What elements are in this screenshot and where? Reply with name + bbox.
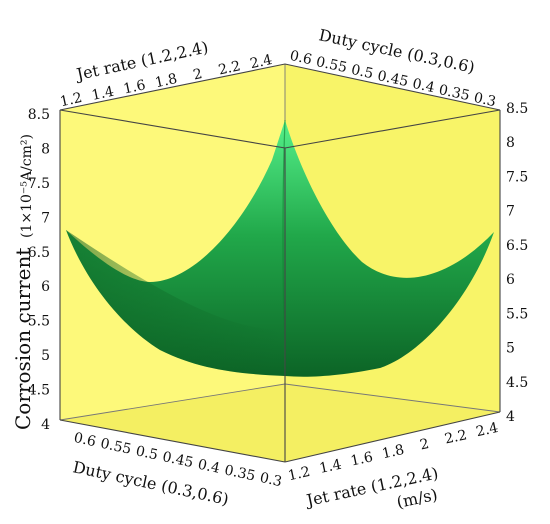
y-tick-top: 0.6 <box>288 48 313 68</box>
z-axis-title: Corrosion current <box>11 248 35 430</box>
x-tick-bottom: 1.4 <box>318 457 343 477</box>
z-tick-left: 8.5 <box>28 107 50 123</box>
y-tick-bottom: 0.55 <box>99 436 133 458</box>
z-tick-left: 8 <box>41 141 50 157</box>
z-tick-left: 5.5 <box>28 314 50 330</box>
x-tick-bottom: 1.8 <box>381 442 406 462</box>
z-tick-right: 4 <box>506 409 515 425</box>
x-tick-bottom: 2 <box>418 436 430 454</box>
z-tick-left: 4 <box>41 417 50 433</box>
x-tick-bottom: 2.4 <box>475 420 500 440</box>
z-tick-right: 8 <box>506 135 515 151</box>
y-tick-bottom: 0.35 <box>223 462 257 484</box>
x-tick-top: 1.4 <box>90 84 115 104</box>
y-tick-bottom: 0.3 <box>258 470 283 490</box>
z-tick-right: 7 <box>506 204 515 220</box>
y-tick-top: 0.55 <box>315 54 349 76</box>
z-tick-left: 4.5 <box>28 383 50 399</box>
z-tick-left: 5 <box>41 348 50 364</box>
y-tick-top: 0.35 <box>437 82 471 104</box>
z-tick-right: 8.5 <box>506 101 528 117</box>
z-tick-left: 6.5 <box>28 245 50 261</box>
x-tick-top: 1.6 <box>122 77 147 97</box>
x-tick-bottom: 2.2 <box>443 427 468 447</box>
x-tick-top: 2.2 <box>217 58 242 78</box>
x-tick-top: 2.4 <box>249 52 274 72</box>
y-tick-top: 0.45 <box>376 68 410 90</box>
z-tick-right: 5 <box>506 341 515 357</box>
z-tick-right: 6 <box>506 272 515 288</box>
box-back-floor-left-edge <box>59 383 286 421</box>
z-tick-left: 6 <box>41 279 50 295</box>
box-floor-face <box>60 384 500 462</box>
x-tick-top: 1.8 <box>154 71 179 91</box>
y-tick-top: 0.5 <box>350 62 375 82</box>
y-tick-bottom: 0.6 <box>72 430 97 450</box>
x-tick-top: 1.2 <box>59 90 84 110</box>
x-tick-bottom: 1.2 <box>287 464 312 484</box>
box-front-bottom-right-edge <box>284 411 501 463</box>
z-tick-left: 7.5 <box>28 176 50 192</box>
response-surface <box>66 119 494 377</box>
z-tick-left: 7 <box>41 210 50 226</box>
x-tick-top: 2 <box>192 66 204 84</box>
z-tick-right: 6.5 <box>506 238 528 254</box>
z-tick-right: 4.5 <box>506 375 528 391</box>
z-tick-right: 7.5 <box>506 169 528 185</box>
y-tick-bottom: 0.5 <box>134 443 159 463</box>
surface-shadow <box>66 230 285 376</box>
y-tick-top: 0.3 <box>472 90 497 110</box>
y-tick-bottom: 0.45 <box>161 449 195 471</box>
z-axis-unit: (1×10⁻⁵A/cm²) <box>19 134 35 238</box>
box-front-bottom-left-edge <box>59 419 286 463</box>
x-tick-bottom: 1.6 <box>349 449 374 469</box>
y-tick-top: 0.4 <box>411 76 436 96</box>
box-back-floor-right-edge <box>284 383 501 413</box>
z-tick-right: 5.5 <box>506 306 528 322</box>
surface-ridge <box>282 119 286 377</box>
y-tick-bottom: 0.4 <box>196 457 221 477</box>
